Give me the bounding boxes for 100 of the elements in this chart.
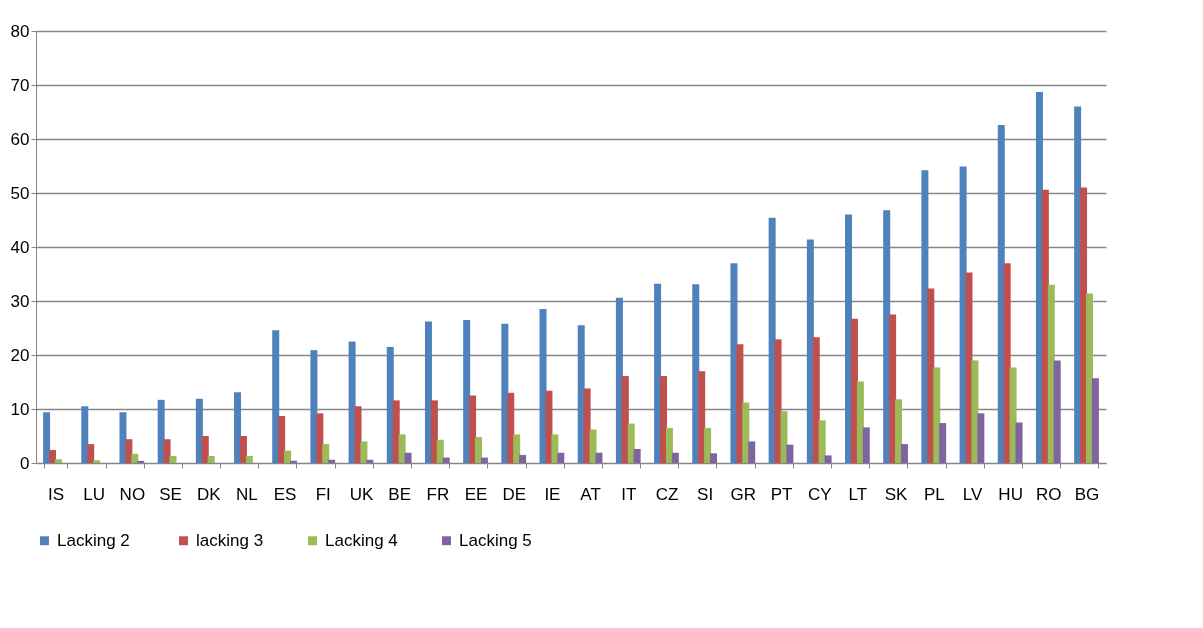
x-tick-label: PL <box>923 484 945 504</box>
bar <box>1091 378 1099 463</box>
bar <box>207 455 215 463</box>
bar <box>322 444 330 463</box>
bar <box>463 319 471 463</box>
x-tick-label: LV <box>962 484 983 504</box>
bar <box>583 388 591 463</box>
bar <box>507 392 515 463</box>
bar <box>245 455 253 463</box>
bar <box>730 263 738 463</box>
bar <box>742 402 750 463</box>
x-tick-label: FR <box>426 484 450 504</box>
bar <box>889 314 897 463</box>
bar <box>1015 422 1023 463</box>
bar <box>436 439 444 463</box>
bar <box>480 457 488 463</box>
bar <box>883 210 891 463</box>
bar <box>239 436 247 463</box>
x-tick-label: DK <box>196 484 222 504</box>
bar <box>595 452 603 463</box>
bar <box>404 452 412 463</box>
bar <box>119 412 127 463</box>
legend-label: lacking 3 <box>196 530 264 550</box>
bar <box>54 459 62 463</box>
bar <box>812 337 820 463</box>
bar <box>933 367 941 463</box>
x-tick-label: LT <box>848 484 868 504</box>
bar <box>545 390 553 463</box>
y-tick-label: 30 <box>10 291 30 311</box>
bar <box>474 437 482 463</box>
bar <box>786 444 794 463</box>
bar <box>633 448 641 463</box>
bar <box>557 452 565 463</box>
x-tick-label: BE <box>388 484 411 504</box>
bar <box>49 450 57 463</box>
x-tick-label: CZ <box>655 484 679 504</box>
x-tick-label: CY <box>807 484 832 504</box>
y-tick-label: 40 <box>10 237 30 257</box>
bar <box>328 459 336 463</box>
y-tick-label: 60 <box>10 129 30 149</box>
bar <box>169 455 177 463</box>
bar <box>551 434 559 463</box>
bar <box>710 453 718 463</box>
bar <box>501 323 509 463</box>
x-tick-label: BG <box>1074 484 1100 504</box>
bar <box>698 371 706 463</box>
bar <box>589 429 597 463</box>
bar <box>959 166 967 463</box>
bar <box>997 124 1005 463</box>
bar <box>87 444 95 463</box>
x-tick-label: LU <box>83 484 106 504</box>
bar <box>289 460 297 463</box>
bar <box>939 423 947 463</box>
bar <box>654 283 662 463</box>
bar <box>284 450 292 463</box>
bar <box>272 330 280 463</box>
bar <box>692 284 700 463</box>
bar <box>1053 360 1061 463</box>
bar <box>577 325 585 463</box>
bar <box>348 341 356 463</box>
bar <box>1047 284 1055 463</box>
bar <box>366 459 374 463</box>
bar <box>81 406 89 463</box>
y-tick-label: 70 <box>10 75 30 95</box>
x-tick-label: UK <box>349 484 374 504</box>
x-tick-label: FI <box>315 484 331 504</box>
bar <box>856 381 864 463</box>
bar <box>818 420 826 463</box>
bar <box>1080 187 1088 463</box>
x-tick-label: NO <box>119 484 146 504</box>
bar <box>704 427 712 463</box>
x-tick-label: RO <box>1036 484 1062 504</box>
bar <box>665 427 673 463</box>
y-tick-label: 20 <box>10 345 30 365</box>
bar <box>195 398 203 463</box>
x-tick-label: NL <box>236 484 258 504</box>
bar <box>513 434 521 463</box>
bar <box>519 454 527 463</box>
bar <box>430 400 438 463</box>
bar <box>131 453 139 463</box>
bar <box>627 423 635 463</box>
bar <box>310 350 318 463</box>
x-tick-label: ES <box>273 484 297 504</box>
x-tick-label: DE <box>502 484 527 504</box>
bar <box>971 360 979 463</box>
bar <box>621 376 629 463</box>
bar <box>780 411 788 463</box>
bar <box>736 344 744 463</box>
bar <box>768 217 776 463</box>
bar <box>43 412 51 463</box>
legend-label: Lacking 4 <box>325 530 398 550</box>
bar <box>442 457 450 463</box>
bar <box>137 460 145 463</box>
bar <box>977 413 985 463</box>
bar <box>201 436 209 463</box>
bar <box>1041 189 1049 463</box>
bar <box>316 413 324 463</box>
x-tick-label: AT <box>580 484 601 504</box>
x-tick-label: HU <box>998 484 1023 504</box>
bar <box>392 400 400 463</box>
